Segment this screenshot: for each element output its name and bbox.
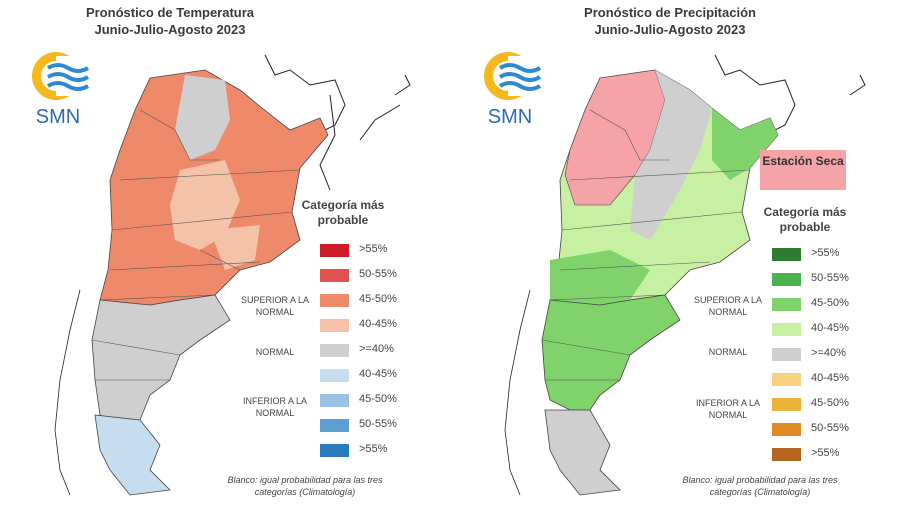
precipitation-swatch-label-1: 50-55% — [811, 272, 849, 284]
smn-logo-icon — [32, 52, 90, 100]
temperature-swatch-0 — [320, 244, 349, 257]
precipitation-title: Pronóstico de Precipitación Junio-Julio-… — [490, 4, 850, 38]
dry-season-badge: Estación Seca — [760, 150, 846, 190]
precipitation-note: Blanco: igual probabilidad para las tres… — [682, 475, 838, 497]
temperature-swatch-5 — [320, 369, 349, 382]
precipitation-swatch-label-5: 40-45% — [811, 372, 849, 384]
temperature-swatch-label-3: 40-45% — [359, 318, 397, 330]
precipitation-swatch-label-6: 45-50% — [811, 397, 849, 409]
temperature-swatch-label-0: >55% — [359, 243, 388, 255]
temperature-group-inferior: INFERIOR A LA NORMAL — [242, 396, 308, 418]
temperature-title-line2: Junio-Julio-Agosto 2023 — [94, 22, 246, 37]
temperature-swatch-7 — [320, 419, 349, 432]
precipitation-title-line2: Junio-Julio-Agosto 2023 — [594, 22, 746, 37]
temperature-swatch-label-8: >55% — [359, 443, 388, 455]
precipitation-group-superior: SUPERIOR A LA NORMAL — [693, 295, 763, 317]
precipitation-map — [504, 54, 866, 496]
precipitation-swatch-label-7: 50-55% — [811, 422, 849, 434]
temperature-swatch-3 — [320, 319, 349, 332]
precipitation-swatch-label-3: 40-45% — [811, 322, 849, 334]
precipitation-swatch-4 — [772, 348, 801, 361]
temperature-swatch-label-1: 50-55% — [359, 268, 397, 280]
temperature-swatch-6 — [320, 394, 349, 407]
temperature-swatch-label-6: 45-50% — [359, 393, 397, 405]
precipitation-legend-title: Categoría más probable — [763, 205, 847, 234]
temperature-title: Pronóstico de Temperatura Junio-Julio-Ag… — [0, 4, 380, 38]
precipitation-swatch-3 — [772, 323, 801, 336]
temperature-panel: Pronóstico de Temperatura Junio-Julio-Ag… — [0, 4, 411, 497]
precipitation-swatch-6 — [772, 398, 801, 411]
temperature-swatch-8 — [320, 444, 349, 457]
temperature-map — [54, 54, 411, 496]
temperature-swatch-label-7: 50-55% — [359, 418, 397, 430]
precipitation-group-normal: NORMAL — [708, 347, 748, 357]
smn-logo-text: SMN — [35, 106, 81, 128]
temperature-swatch-label-5: 40-45% — [359, 368, 397, 380]
smn-logo: SMN — [18, 46, 98, 136]
temperature-swatch-label-4: >=40% — [359, 343, 394, 355]
temperature-title-line1: Pronóstico de Temperatura — [85, 5, 255, 20]
temperature-swatch-label-2: 45-50% — [359, 293, 397, 305]
precipitation-title-line1: Pronóstico de Precipitación — [584, 5, 756, 20]
precipitation-swatch-label-8: >55% — [811, 447, 840, 459]
precipitation-swatch-5 — [772, 373, 801, 386]
temperature-swatch-1 — [320, 269, 349, 282]
temperature-swatch-4 — [320, 344, 349, 357]
precipitation-swatch-0 — [772, 248, 801, 261]
temperature-group-normal: NORMAL — [255, 347, 295, 357]
precipitation-swatch-label-0: >55% — [811, 247, 840, 259]
precipitation-swatch-7 — [772, 423, 801, 436]
precipitation-swatch-label-4: >=40% — [811, 347, 846, 359]
temperature-legend-title: Categoría más probable — [301, 198, 385, 227]
temperature-note: Blanco: igual probabilidad para las tres… — [227, 475, 383, 497]
smn-logo-text-right: SMN — [487, 106, 533, 128]
precipitation-swatch-label-2: 45-50% — [811, 297, 849, 309]
precipitation-swatch-2 — [772, 298, 801, 311]
temperature-swatch-2 — [320, 294, 349, 307]
precipitation-swatch-1 — [772, 273, 801, 286]
smn-logo-icon-right — [484, 52, 542, 100]
precipitation-swatch-8 — [772, 448, 801, 461]
precipitation-group-inferior: INFERIOR A LA NORMAL — [695, 398, 761, 420]
temperature-group-superior: SUPERIOR A LA NORMAL — [240, 295, 310, 317]
precipitation-panel: Pronóstico de Precipitación Junio-Julio-… — [450, 0, 900, 507]
smn-logo-right: SMN — [470, 46, 550, 136]
